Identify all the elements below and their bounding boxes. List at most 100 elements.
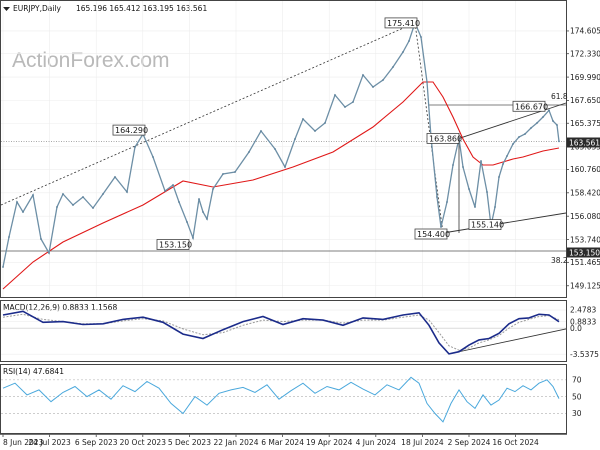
price-tick-label: 156.080 [570,212,600,221]
price-point [446,201,448,203]
fib-618-label: 61.8 [551,92,568,101]
dotted-trendline-upper [0,22,416,206]
price-tick-label: 149.125 [570,281,600,290]
pivot-label: 175.410 [387,19,420,28]
price-point [260,130,262,132]
price-point [552,120,554,122]
current-price-label: 163.561 [569,138,600,147]
fib-382-label: 38.2 [551,256,568,265]
pivot-label-box [414,228,448,240]
rsi-panel-frame [0,364,567,434]
price-tick-label: 153.740 [570,235,600,244]
price-point [202,211,204,213]
pivot-label: 166.670 [515,102,548,111]
dotted-trendline-drop [414,22,444,234]
pivot-label-box [156,239,190,250]
price-point [102,193,104,195]
price-point [542,116,544,118]
price-point [32,194,34,196]
price-point [134,146,136,148]
price-point [462,166,464,168]
symbol-dropdown-icon[interactable] [3,7,10,11]
rsi-tick-label: 50 [572,392,582,401]
rsi-tick-label: 30 [572,409,582,418]
price-point [178,201,180,203]
macd-tick-label: 0.8833 [570,317,596,326]
price-tick-label: 167.650 [570,96,600,105]
price-point [16,201,18,203]
symbol-title: EURJPY,Daily [13,4,62,13]
price-point [314,130,316,132]
x-tick-label: 8 Jun 2023 [3,438,44,447]
price-point [494,206,496,208]
x-tick-label: 2 Sep 2024 [448,438,491,447]
x-tick-label: 22 Jan 2024 [214,438,259,447]
x-tick-label: 4 Jun 2024 [356,438,397,447]
price-point [420,36,422,38]
price-point [40,238,42,240]
level-price-tag [567,247,600,258]
x-tick-label: 19 Apr 2024 [306,438,353,447]
price-point [530,127,532,129]
pivot-label-box [112,124,146,136]
price-point [480,160,482,162]
current-price-tag [567,137,600,148]
price-point [22,211,24,213]
price-point [302,118,304,120]
price-point [486,191,488,193]
price-point [212,188,214,190]
channel-upper-line [458,102,567,139]
rsi-tick-label: 70 [572,375,582,384]
price-point [192,237,194,239]
price-point [222,173,224,175]
price-point [294,138,296,140]
price-point [548,109,550,112]
macd-annotations [448,328,567,355]
price-points [2,22,560,268]
macd-signal-line [2,313,560,351]
price-point [556,124,558,126]
price-point [198,198,200,200]
pivot-label-box [468,219,502,231]
price-point [440,226,442,228]
price-point [186,221,188,223]
price-point [172,184,174,186]
macd-panel-frame [0,300,567,362]
price-point [436,196,438,198]
pivot-label: 154.400 [417,230,450,239]
price-point [558,140,560,143]
price-point [382,79,384,81]
x-tick-label: 6 Mar 2024 [261,438,304,447]
price-point [82,196,84,198]
price-point [92,207,94,209]
price-grid [1,1,566,297]
pivot-label: 164.290 [115,126,148,135]
price-point [524,133,526,135]
pivot-label-box [426,132,460,144]
price-point [62,193,64,195]
chart-annotations [0,22,567,252]
x-tick-label: 24 Jul 2023 [28,438,71,447]
macd-tick-label: -3.5375 [570,350,599,359]
pivot-label: 153.150 [159,241,192,250]
price-point [518,136,520,138]
price-point [344,106,346,108]
price-tick-label: 172.330 [570,49,600,58]
pivot-label: 163.860 [429,134,462,143]
rsi-label: RSI(14) 47.6841 [3,367,64,376]
price-point [114,176,116,178]
macd-tick-label: 0.0 [570,324,582,333]
price-tick-label: 165.375 [570,119,600,128]
x-tick-label: 5 Dec 2023 [168,438,211,447]
price-point [284,166,286,168]
pivot-labels: 175.410 164.290 166.670 163.860 153.150 154.4… [112,17,548,250]
price-panel-frame [0,0,567,298]
price-point [536,122,538,124]
price-point [468,188,470,190]
price-point [452,164,454,166]
moving-average-line [2,81,560,290]
